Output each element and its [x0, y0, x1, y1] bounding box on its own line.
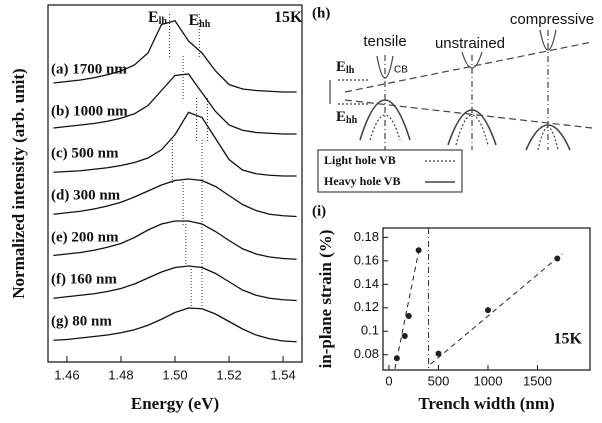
e-lh-main: E	[336, 59, 346, 75]
fit-line	[430, 253, 563, 365]
point	[405, 313, 412, 320]
y-tick-label: 0.16	[354, 252, 379, 267]
x-tick-label: 500	[428, 373, 450, 388]
fit-line	[394, 246, 421, 369]
spectrum	[53, 307, 297, 343]
plot-frame	[382, 227, 591, 371]
x-axis-label: Trench width (nm)	[418, 394, 554, 413]
annotation-sub: lh	[159, 16, 168, 27]
vb-trend	[344, 99, 593, 129]
point	[393, 355, 400, 362]
spectrum	[53, 111, 297, 177]
x-axis-label: Energy (eV)	[131, 394, 219, 413]
annotation-main: 15K	[274, 9, 303, 26]
y-axis-label: in-plane strain (%)	[316, 230, 335, 369]
e-hh-main: E	[336, 109, 346, 125]
panel-label: (h)	[312, 5, 330, 21]
x-tick-label: 1000	[474, 373, 503, 388]
y-tick-label: 0.1	[361, 323, 379, 338]
annotation: 15K	[274, 9, 303, 26]
lh-band	[537, 127, 559, 151]
label: compressive	[510, 11, 594, 28]
e-lh-sub: lh	[346, 65, 355, 76]
hh-band	[359, 99, 411, 141]
annotation: Elh	[148, 9, 167, 28]
series-label: (c) 500 nm	[51, 145, 119, 161]
hh-band	[525, 124, 571, 151]
series-label: (e) 200 nm	[51, 229, 119, 245]
strain-diagram	[317, 29, 593, 193]
x-tick-label: 1.50	[162, 367, 187, 382]
e-hh: Ehh	[336, 109, 358, 126]
label: unstrained	[435, 35, 505, 52]
e-hh-sub: hh	[346, 115, 358, 126]
label: CB	[394, 65, 408, 76]
spectrum	[53, 19, 297, 93]
series-label: (b) 1000 nm	[51, 103, 128, 119]
series-label: (g) 80 nm	[51, 313, 112, 329]
series-label: (d) 300 nm	[51, 187, 121, 203]
panel-label: (i)	[312, 203, 326, 219]
e-lh: Elh	[336, 59, 355, 76]
x-tick-label: 0	[385, 373, 392, 388]
y-tick-label: 0.14	[354, 276, 379, 291]
cb-trend	[344, 41, 593, 93]
x-tick-label: 1.52	[216, 367, 241, 382]
series-label: (a) 1700 nm	[51, 61, 127, 77]
spectrum	[53, 178, 297, 218]
point	[484, 307, 491, 314]
annotation-main: E	[148, 9, 159, 26]
plot-frame	[47, 4, 303, 363]
x-tick-label: 1.48	[108, 367, 133, 382]
point	[415, 247, 422, 254]
cb-band	[539, 29, 557, 51]
annotation: Ehh	[189, 12, 211, 31]
hh-band	[447, 109, 497, 146]
y-axis-label: Normalized intensity (arb. unit)	[9, 68, 28, 298]
point	[554, 255, 561, 262]
y-tick-label: 0.12	[354, 299, 379, 314]
spectrum	[53, 220, 297, 260]
x-tick-label: 1500	[523, 373, 552, 388]
cb-band	[461, 51, 483, 69]
x-tick-label: 1.46	[54, 367, 79, 382]
annotation: 15K	[554, 331, 583, 348]
spectrum	[53, 73, 297, 135]
label: tensile	[363, 33, 406, 50]
point	[435, 350, 442, 357]
annotation-main: E	[189, 12, 200, 29]
series-label: (f) 160 nm	[51, 271, 117, 287]
y-tick-label: 0.18	[354, 229, 379, 244]
legend-box	[317, 149, 463, 193]
x-tick-label: 1.54	[270, 367, 295, 382]
legend-entry: Light hole VB	[324, 153, 396, 167]
y-tick-label: 0.08	[354, 346, 379, 361]
legend-entry: Heavy hole VB	[324, 174, 400, 188]
annotation-sub: hh	[199, 19, 211, 30]
point	[401, 332, 408, 339]
cb-band	[376, 55, 394, 79]
lh-band	[369, 114, 401, 141]
spectrum	[53, 265, 297, 302]
